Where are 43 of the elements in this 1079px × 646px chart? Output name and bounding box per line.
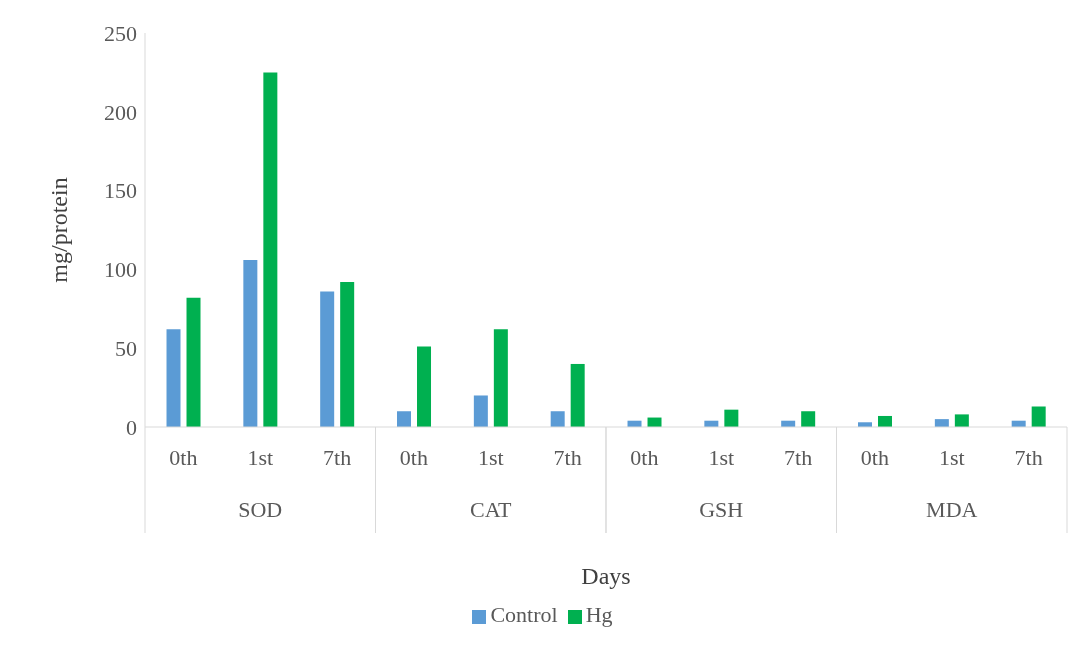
bar (954, 414, 969, 427)
bar (417, 346, 432, 427)
legend-label: Control (490, 602, 558, 627)
x-tick-label: 1st (938, 445, 965, 470)
text: MDA (926, 497, 978, 522)
x-axis-title: Days (581, 563, 631, 589)
y-axis-title: mg/protein (45, 177, 72, 283)
x-tick-label: 7th (323, 445, 352, 470)
x-tick-label: 0th (169, 445, 198, 470)
y-tick-label: 100 (104, 257, 137, 283)
text: GSH (699, 497, 744, 522)
legend-label: Hg (585, 602, 613, 627)
bar (397, 411, 412, 427)
bar (186, 297, 201, 427)
bar (550, 411, 565, 427)
bar (340, 282, 355, 427)
x-tick-label: 7th (784, 445, 813, 470)
x-tick-label: 1st (708, 445, 735, 470)
bar (263, 72, 278, 427)
bar (570, 363, 585, 427)
bar (801, 411, 816, 427)
bar (878, 415, 893, 427)
x-tick-label: 1st (477, 445, 504, 470)
y-tick-label: 0 (126, 414, 137, 440)
bar (166, 329, 181, 427)
y-tick-label: 150 (104, 178, 137, 204)
text: CAT (469, 497, 513, 522)
x-tick-label: 0th (630, 445, 659, 470)
x-tick-label: 7th (553, 445, 582, 470)
x-tick-label: 0th (399, 445, 428, 470)
bar (1031, 406, 1046, 427)
y-tick-label: 200 (104, 99, 137, 125)
bar (473, 395, 488, 427)
y-tick-label: 250 (104, 20, 137, 46)
x-tick-label: 7th (1014, 445, 1043, 470)
x-tick-label: 0th (860, 445, 889, 470)
x-tick-label: 1st (247, 445, 274, 470)
text: SOD (238, 497, 283, 522)
bar (320, 291, 335, 427)
bar (493, 329, 508, 427)
bar (243, 259, 258, 427)
bar (724, 409, 739, 427)
y-tick-label: 50 (115, 336, 137, 362)
